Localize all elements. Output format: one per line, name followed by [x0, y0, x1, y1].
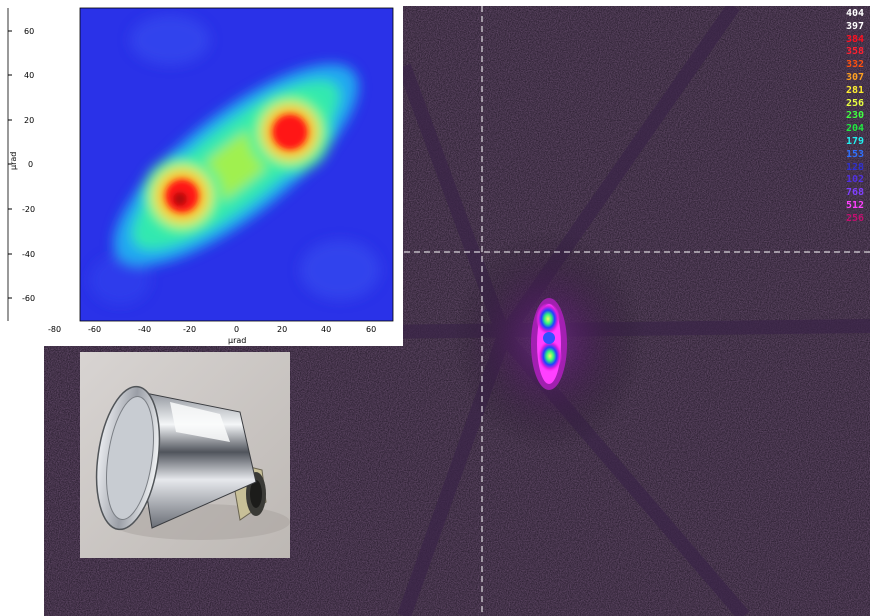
colorbar-legend: 404 397 384 358 332 307 281 256 230 204 … — [846, 8, 870, 226]
y-tick-label: 20 — [24, 116, 34, 125]
x-tick-label: -20 — [183, 325, 196, 334]
x-tick-label: 60 — [366, 325, 376, 334]
colorbar-label: 512 — [846, 199, 865, 211]
colorbar-label: 256 — [846, 97, 865, 109]
y-tick-label: -20 — [22, 205, 35, 214]
x-tick-label: 0 — [234, 325, 239, 334]
plot-frame — [79, 7, 394, 322]
x-tick-label: -40 — [138, 325, 151, 334]
colorbar-label: 128 — [846, 161, 865, 173]
colorbar-label: 397 — [846, 20, 865, 32]
colorbar-label: 179 — [846, 135, 865, 147]
colorbar-label: 153 — [846, 148, 865, 160]
colorbar-label: 230 — [846, 110, 865, 122]
component-photo-graphic — [80, 352, 290, 558]
y-axis-label: µrad — [9, 152, 18, 170]
colorbar-label: 358 — [846, 46, 865, 58]
plot-area — [80, 8, 393, 321]
colorbar-label: 102 — [846, 174, 865, 186]
angular-profile-graphic: 60 40 20 0 -20 -40 -60 µrad -80 -60 -40 … — [7, 7, 394, 345]
y-tick-label: -40 — [22, 250, 35, 259]
colorbar-label: 404 — [846, 8, 865, 19]
x-tick-label: -80 — [48, 325, 61, 334]
colorbar-label: 332 — [846, 59, 865, 71]
x-tick-label: 20 — [277, 325, 287, 334]
colorbar-label: 307 — [846, 71, 865, 83]
angular-profile-plot: 60 40 20 0 -20 -40 -60 µrad -80 -60 -40 … — [0, 0, 403, 346]
colorbar-label: 204 — [846, 123, 865, 135]
colorbar-label: 384 — [846, 33, 865, 45]
colorbar-label: 281 — [846, 84, 865, 96]
x-axis: -80 -60 -40 -20 0 20 40 60 µrad — [48, 325, 376, 345]
y-axis: 60 40 20 0 -20 -40 -60 µrad — [8, 27, 35, 303]
colorbar-label: 256 — [846, 212, 865, 224]
x-axis-label: µrad — [228, 336, 246, 345]
colorbar-label: 768 — [846, 187, 865, 199]
x-tick-label: -60 — [88, 325, 101, 334]
y-tick-label: 0 — [28, 160, 33, 169]
x-tick-label: 40 — [321, 325, 331, 334]
beam-spot — [531, 298, 567, 390]
y-tick-label: 60 — [24, 27, 34, 36]
y-tick-label: 40 — [24, 71, 34, 80]
component-photo — [80, 352, 290, 558]
y-tick-label: -60 — [22, 294, 35, 303]
